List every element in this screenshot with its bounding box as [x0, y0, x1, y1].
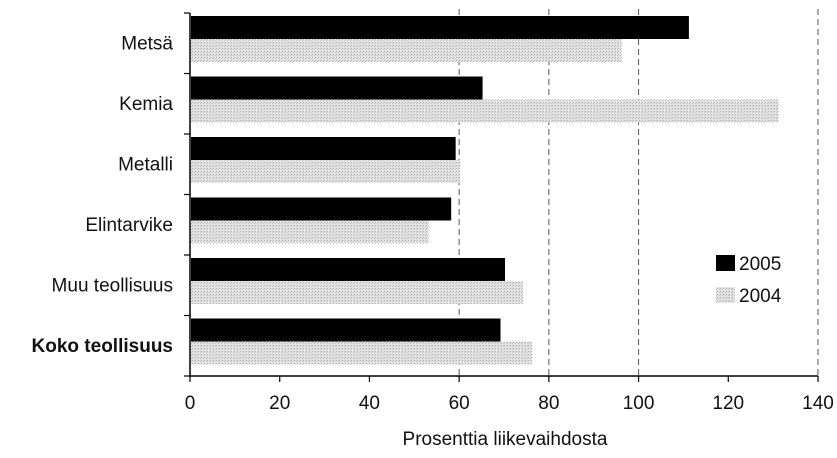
- legend-label-2004: 2004: [739, 286, 782, 307]
- bar-2004-metalli: [191, 160, 461, 183]
- x-tick-label-40: 40: [359, 393, 380, 414]
- grid-lines: [458, 9, 819, 376]
- x-tick-label-120: 120: [712, 393, 744, 414]
- bar-2004-koko-teollisuus: [191, 341, 532, 365]
- bar-2004-muu-teollisuus: [191, 281, 523, 304]
- x-tick-label-0: 0: [185, 393, 196, 414]
- bar-2005-kemia: [191, 76, 483, 100]
- category-label-elintarvike: Elintarvike: [85, 215, 173, 236]
- axes: [184, 12, 819, 382]
- legend-swatch-2005: [716, 255, 735, 271]
- bars: [191, 16, 779, 365]
- legend-label-2005: 2005: [739, 254, 781, 275]
- bar-2004-metsa: [191, 39, 622, 62]
- tick-labels: 0 20 40 60 80 100 120 140: [185, 393, 834, 414]
- x-tick-label-140: 140: [802, 393, 834, 414]
- category-label-metalli: Metalli: [118, 154, 173, 175]
- bar-2005-metsa: [191, 16, 689, 39]
- bar-2005-koko-teollisuus: [191, 318, 501, 342]
- category-label-koko-teollisuus: Koko teollisuus: [32, 336, 173, 357]
- bar-2004-kemia: [191, 99, 779, 123]
- legend-swatch-2004: [716, 287, 735, 303]
- x-tick-label-80: 80: [538, 393, 559, 414]
- category-label-kemia: Kemia: [119, 94, 173, 115]
- category-labels: Metsä Kemia Metalli Elintarvike Muu teollisu…: [32, 33, 174, 357]
- category-label-metsa: Metsä: [121, 33, 173, 54]
- bar-2005-metalli: [191, 137, 456, 160]
- x-axis-title: Prosenttia liikevaihdosta: [403, 429, 608, 450]
- legend: 2005 2004: [716, 254, 782, 307]
- bar-2005-muu-teollisuus: [191, 258, 505, 281]
- bar-2005-elintarvike: [191, 197, 452, 221]
- bar-2004-elintarvike: [191, 220, 429, 244]
- category-label-muu-teollisuus: Muu teollisuus: [52, 275, 173, 296]
- x-tick-label-20: 20: [269, 393, 290, 414]
- x-tick-label-60: 60: [449, 393, 470, 414]
- x-tick-label-100: 100: [623, 393, 655, 414]
